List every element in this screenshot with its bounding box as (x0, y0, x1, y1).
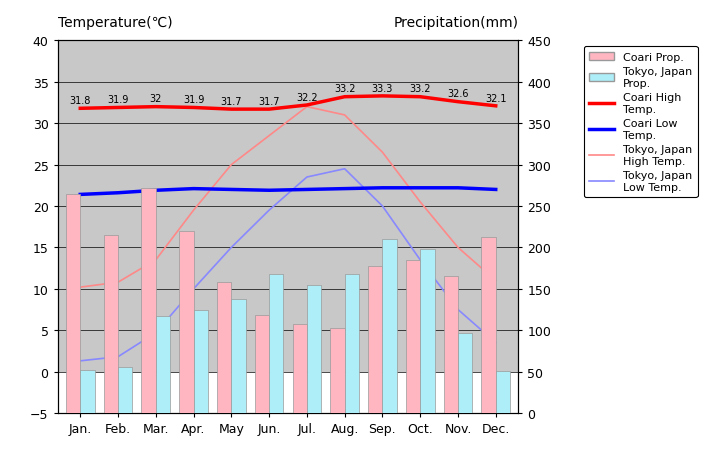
Bar (482, 237, 496, 413)
Bar (345, 274, 359, 413)
Bar (156, 316, 170, 413)
Bar (194, 310, 208, 413)
Text: 33.3: 33.3 (372, 84, 393, 93)
Bar (307, 286, 321, 413)
Legend: Coari Prop., Tokyo, Japan
Prop., Coari High
Temp., Coari Low
Temp., Tokyo, Japan: Coari Prop., Tokyo, Japan Prop., Coari H… (584, 47, 698, 198)
Text: 33.2: 33.2 (410, 84, 431, 94)
Bar (118, 367, 132, 413)
Bar (58, 41, 518, 372)
Text: 32.1: 32.1 (485, 93, 506, 103)
Bar (179, 231, 194, 413)
Text: 31.7: 31.7 (220, 96, 242, 106)
Text: 31.7: 31.7 (258, 96, 280, 106)
Bar (406, 260, 420, 413)
Bar (444, 277, 458, 413)
Bar (80, 370, 94, 413)
Text: 33.2: 33.2 (334, 84, 356, 94)
Bar (368, 267, 382, 413)
Bar (104, 235, 118, 413)
Bar (58, 372, 518, 413)
Bar (458, 333, 472, 413)
Bar (382, 240, 397, 413)
Bar (141, 188, 156, 413)
Text: 31.8: 31.8 (70, 96, 91, 106)
Bar (217, 283, 231, 413)
Bar (231, 299, 246, 413)
Bar (496, 371, 510, 413)
Bar (66, 194, 80, 413)
Bar (420, 250, 435, 413)
Text: 32: 32 (150, 94, 162, 104)
Bar (255, 316, 269, 413)
Text: 32.2: 32.2 (296, 92, 318, 102)
Bar (330, 328, 345, 413)
Text: 31.9: 31.9 (183, 95, 204, 105)
Text: 32.6: 32.6 (447, 89, 469, 99)
Text: Precipitation(mm): Precipitation(mm) (393, 16, 518, 30)
Bar (292, 324, 307, 413)
Bar (269, 274, 284, 413)
Text: 31.9: 31.9 (107, 95, 129, 105)
Text: Temperature(℃): Temperature(℃) (58, 16, 172, 30)
